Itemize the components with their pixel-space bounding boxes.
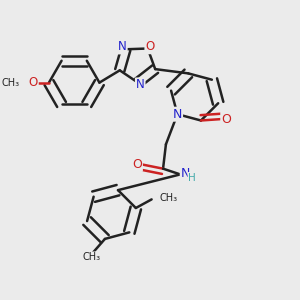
- Text: N: N: [118, 40, 127, 53]
- Text: N: N: [173, 108, 182, 121]
- Text: N: N: [181, 167, 190, 180]
- Text: O: O: [146, 40, 154, 53]
- Text: H: H: [188, 173, 196, 183]
- Text: N: N: [136, 78, 145, 92]
- Text: O: O: [221, 112, 231, 126]
- Text: CH₃: CH₃: [1, 78, 20, 88]
- Text: O: O: [28, 76, 38, 89]
- Text: CH₃: CH₃: [82, 252, 100, 262]
- Text: CH₃: CH₃: [160, 193, 178, 203]
- Text: O: O: [132, 158, 142, 171]
